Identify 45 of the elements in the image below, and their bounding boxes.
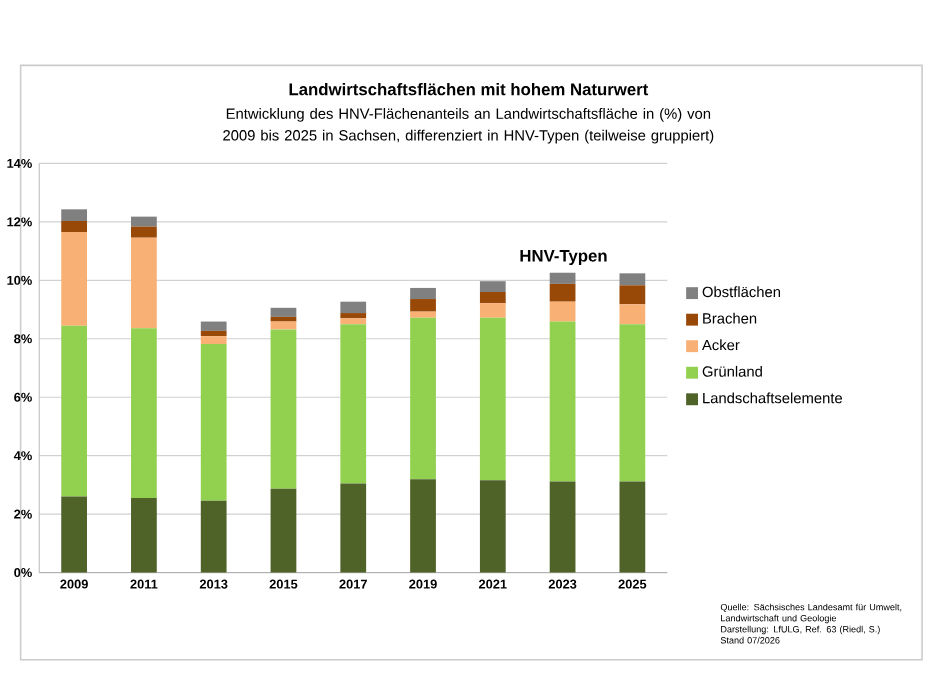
bar: [619, 304, 646, 325]
bar: [131, 498, 157, 573]
bar: [131, 328, 157, 499]
bar: [479, 480, 506, 573]
bar: [619, 285, 646, 305]
bar: [270, 308, 297, 318]
bar: [410, 311, 436, 319]
bar: [61, 209, 87, 222]
bar: [340, 324, 367, 484]
bar: [549, 284, 576, 302]
bar: [549, 321, 576, 482]
bar: [131, 237, 157, 329]
bar: [479, 318, 506, 481]
bar: [61, 325, 87, 497]
bar: [619, 324, 646, 482]
bar: [410, 299, 436, 312]
bar: [200, 344, 227, 501]
bar: [619, 481, 646, 573]
bar: [131, 226, 157, 238]
bar: [549, 481, 576, 573]
bar: [270, 488, 297, 573]
bar: [410, 288, 436, 300]
bar: [479, 303, 506, 319]
bar: [340, 301, 367, 314]
bar: [479, 281, 506, 293]
bar: [61, 496, 87, 573]
bar: [200, 500, 227, 573]
bar: [200, 336, 227, 345]
chart-title: Landwirtschaftsflächen mit hohem Naturwert: [289, 83, 649, 96]
bar: [340, 318, 367, 325]
bar: [61, 232, 87, 326]
bar: [61, 221, 87, 233]
bar: [619, 273, 646, 286]
bar: [200, 331, 227, 337]
bar: [270, 329, 297, 489]
bar: [340, 313, 367, 319]
bar: [410, 318, 436, 480]
bar: [549, 273, 576, 285]
bar: [340, 483, 367, 573]
bar: [200, 321, 227, 332]
bar: [479, 292, 506, 304]
bar: [549, 301, 576, 322]
legend-title: HNV-Typen: [520, 250, 607, 266]
bar: [131, 216, 157, 227]
bar: [410, 479, 436, 573]
